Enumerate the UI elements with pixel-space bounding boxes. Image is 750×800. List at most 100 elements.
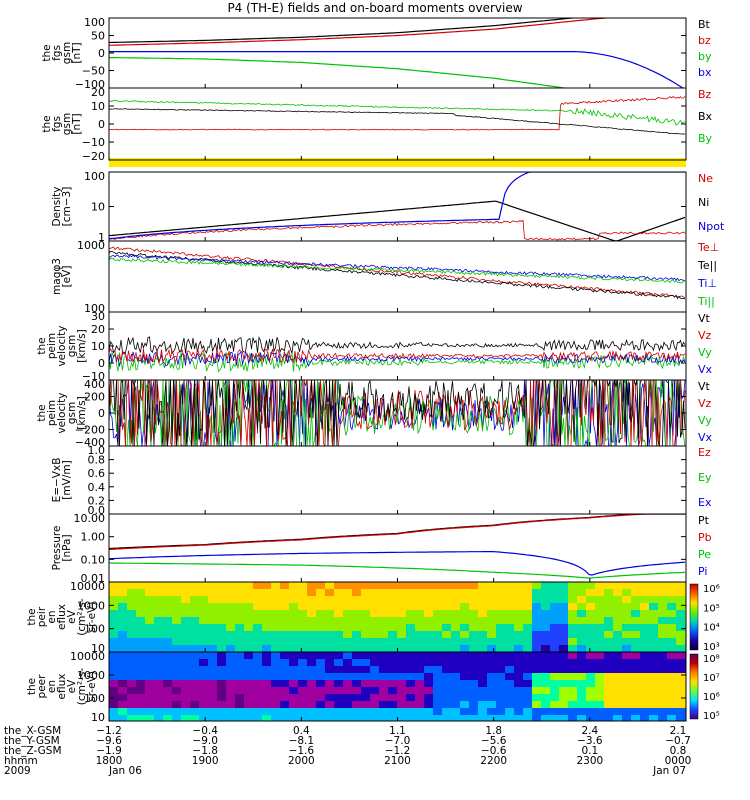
spectrogram-cell bbox=[334, 582, 344, 590]
spectrogram-cell bbox=[298, 701, 308, 709]
spectrogram-cell bbox=[136, 624, 146, 632]
spectrogram-cell bbox=[505, 638, 515, 646]
ephemeris-value: 1.1 bbox=[389, 725, 406, 737]
spectrogram-cell bbox=[352, 610, 362, 618]
spectrogram-cell bbox=[280, 596, 290, 604]
spectrogram-cell bbox=[649, 659, 659, 667]
spectrogram-cell bbox=[271, 610, 281, 618]
spectrogram-cell bbox=[505, 680, 515, 688]
spectrogram-cell bbox=[325, 596, 335, 604]
spectrogram-cell bbox=[406, 708, 416, 716]
spectrogram-cell bbox=[262, 603, 272, 611]
spectrogram-cell bbox=[622, 687, 632, 695]
spectrogram-cell bbox=[208, 666, 218, 674]
spectrogram-cell bbox=[334, 624, 344, 632]
spectrogram-cell bbox=[388, 582, 398, 590]
spectrogram-cell bbox=[271, 680, 281, 688]
spectrogram-cell bbox=[550, 694, 560, 702]
spectrogram-cell bbox=[181, 666, 191, 674]
spectrogram-cell bbox=[478, 596, 488, 604]
spectrogram-cell bbox=[181, 645, 191, 652]
spectrogram-cell bbox=[208, 687, 218, 695]
ephemeris-value: 2.1 bbox=[670, 725, 687, 737]
spectrogram-cell bbox=[379, 610, 389, 618]
spectrogram-cell bbox=[379, 652, 389, 660]
spectrogram-cell bbox=[640, 624, 650, 632]
spectrogram-cell bbox=[226, 673, 236, 681]
spectrogram-cell bbox=[199, 589, 209, 597]
spectrogram-cell bbox=[496, 624, 506, 632]
spectrogram-cell bbox=[334, 638, 344, 646]
spectrogram-cell bbox=[217, 687, 227, 695]
spectrogram-cell bbox=[622, 659, 632, 667]
spectrogram-cell bbox=[172, 582, 182, 590]
spectrogram-cell bbox=[388, 694, 398, 702]
spectrogram-cell bbox=[640, 694, 650, 702]
spectrogram-cell bbox=[190, 652, 200, 660]
spectrogram-cell bbox=[487, 694, 497, 702]
spectrogram-cell bbox=[307, 715, 317, 721]
colorbar-ion_spec: 10⁶ 10⁵ 10⁴ 10³ bbox=[689, 583, 720, 653]
spectrogram-cell bbox=[388, 638, 398, 646]
spectrogram-cell bbox=[397, 701, 407, 709]
spectrogram-cell bbox=[523, 631, 533, 639]
spectrogram-cell bbox=[595, 680, 605, 688]
spectrogram-cell bbox=[604, 659, 614, 667]
spectrogram-cell bbox=[595, 715, 605, 721]
spectrogram-cell bbox=[307, 596, 317, 604]
spectrogram-cell bbox=[568, 631, 578, 639]
spectrogram-cell bbox=[577, 687, 587, 695]
spectrogram-cell bbox=[271, 589, 281, 597]
spectrogram-cell bbox=[154, 638, 164, 646]
spectrogram-cell bbox=[469, 610, 479, 618]
ephemeris-value: −5.6 bbox=[481, 735, 507, 747]
spectrogram-cell bbox=[217, 659, 227, 667]
time-tick-label: 1900 bbox=[192, 755, 219, 767]
spectrogram-cell bbox=[442, 589, 452, 597]
legend-pe: Pe bbox=[698, 548, 711, 561]
spectrogram-cell bbox=[325, 645, 335, 652]
spectrogram-cell bbox=[424, 596, 434, 604]
spectrogram-cell bbox=[271, 638, 281, 646]
spectrogram-cell bbox=[514, 708, 524, 716]
spectrogram-cell bbox=[289, 624, 299, 632]
spectrogram-cell bbox=[262, 652, 272, 660]
spectrogram-cell bbox=[595, 694, 605, 702]
spectrogram-cell bbox=[559, 694, 569, 702]
spectrogram-cell bbox=[568, 694, 578, 702]
spectrogram-cell bbox=[118, 680, 128, 688]
spectrogram-cell bbox=[649, 652, 659, 660]
spectrogram-cell bbox=[226, 680, 236, 688]
spectrogram-cell bbox=[352, 589, 362, 597]
spectrogram-cell bbox=[658, 680, 668, 688]
spectrogram-cell bbox=[325, 687, 335, 695]
spectrogram-cell bbox=[433, 687, 443, 695]
spectrogram-cell bbox=[658, 666, 668, 674]
spectrogram-cell bbox=[307, 680, 317, 688]
plot-area-vgsm bbox=[109, 380, 686, 446]
spectrogram-cell bbox=[370, 631, 380, 639]
legend-vt: Vt bbox=[698, 380, 711, 393]
spectrogram-cell bbox=[595, 589, 605, 597]
spectrogram-cell bbox=[640, 638, 650, 646]
spectrogram-cell bbox=[235, 582, 245, 590]
spectrogram-cell bbox=[442, 596, 452, 604]
spectrogram-cell bbox=[613, 715, 623, 721]
spectrogram-cell bbox=[325, 582, 335, 590]
spectrogram-cell bbox=[586, 673, 596, 681]
spectrogram-cell bbox=[280, 666, 290, 674]
spectrogram-cell bbox=[280, 582, 290, 590]
spectrogram-cell bbox=[325, 652, 335, 660]
spectrogram-cell bbox=[424, 603, 434, 611]
spectrogram-cell bbox=[406, 610, 416, 618]
spectrogram-cell bbox=[280, 715, 290, 721]
spectrogram-cell bbox=[550, 638, 560, 646]
spectrogram-cell bbox=[361, 701, 371, 709]
series-Bz bbox=[109, 96, 686, 131]
spectrogram-cell bbox=[127, 687, 137, 695]
spectrogram-cell bbox=[280, 624, 290, 632]
spectrogram-cell bbox=[145, 659, 155, 667]
ylabel-vperp: thepeimvelocitygsm[km/s] bbox=[36, 325, 88, 366]
spectrogram-cell bbox=[397, 631, 407, 639]
ytick-label: −400 bbox=[75, 436, 105, 449]
